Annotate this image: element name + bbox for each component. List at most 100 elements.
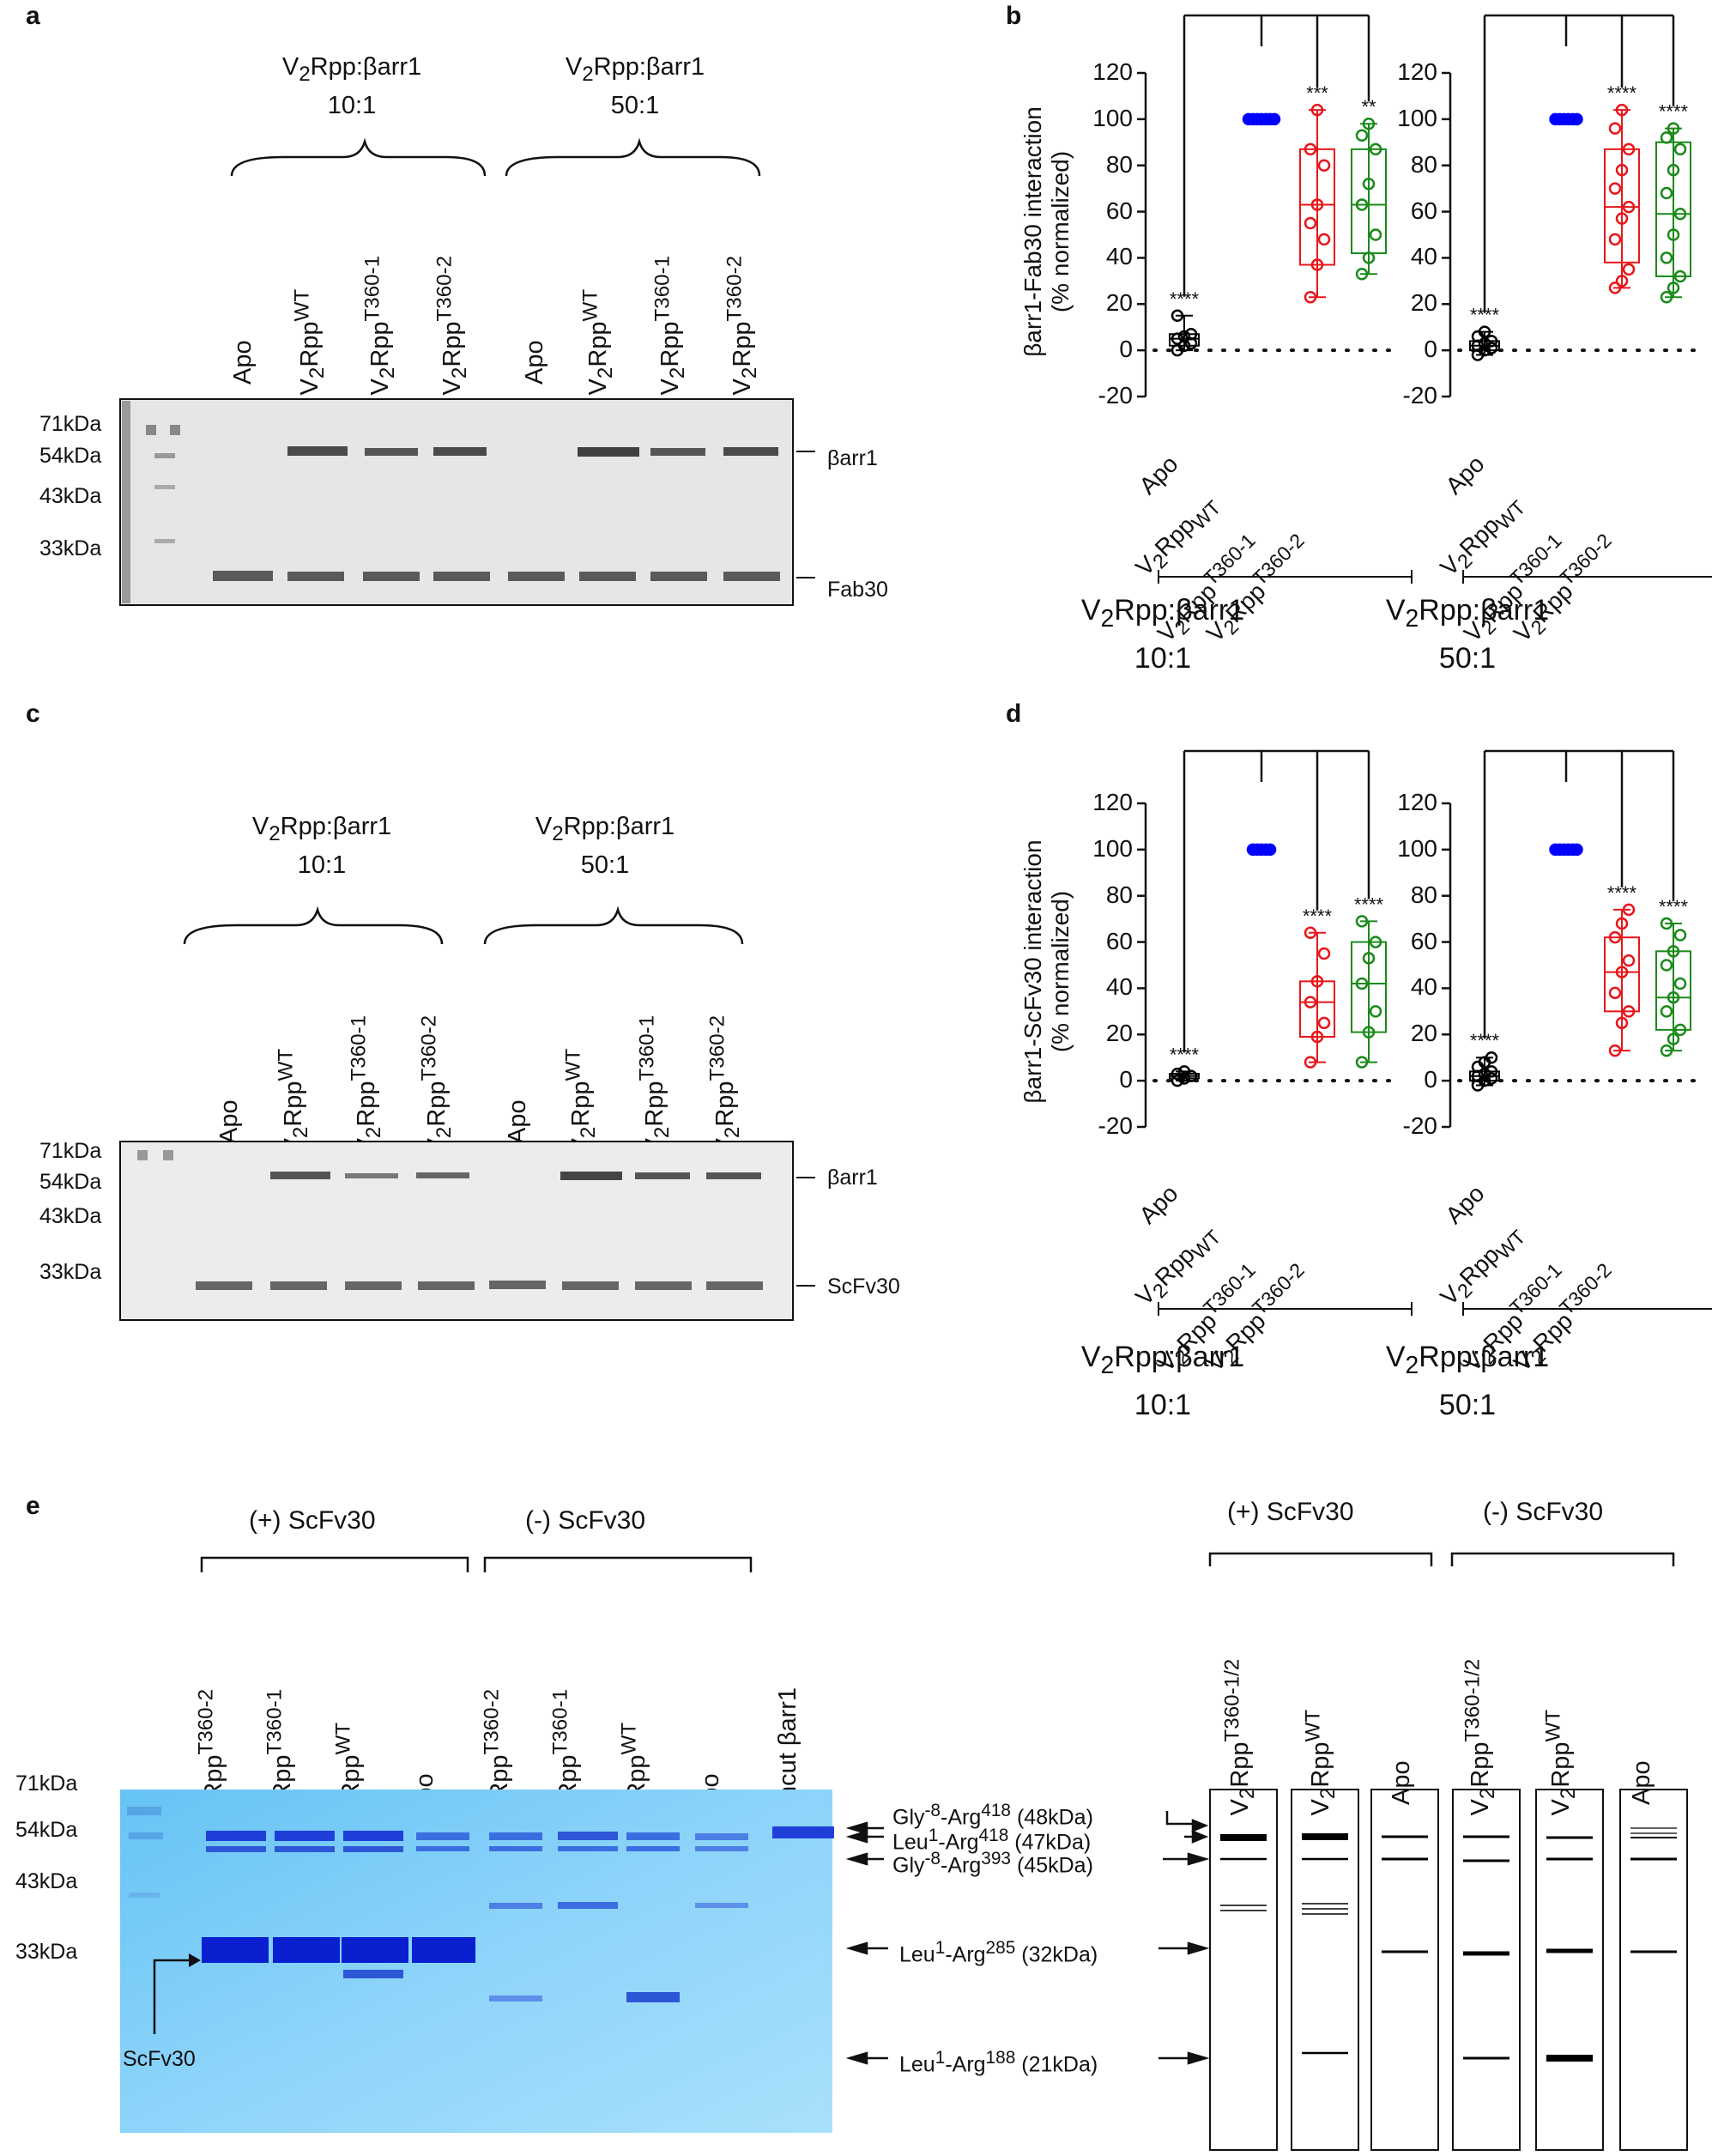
data-point [1673,929,1687,942]
y-tick-label: 40 [1410,973,1437,1001]
schematic-group-minus: (-) ScFv30 [1483,1498,1604,1526]
brackets-a [230,137,761,177]
data-point [1608,986,1622,1000]
y-tick-label: -20 [1098,1112,1133,1139]
data-point [1362,952,1376,965]
panel-label-d: d [1006,699,1022,728]
data-point [1304,290,1317,304]
significance-marker: *** [1306,82,1328,104]
data-point [1317,947,1331,960]
data-point [1171,1067,1184,1081]
band-label-fab30: Fab30 [827,578,888,602]
data-point [1660,251,1673,264]
data-point [1667,163,1680,177]
data-point [1355,915,1369,928]
data-point [1673,1023,1687,1037]
data-point [1310,258,1324,271]
panel-label-a: a [26,2,40,30]
data-point [1369,142,1382,156]
marker-71: 71kDa [15,1771,78,1796]
gel-image-c [119,1141,815,1321]
data-point [1615,163,1629,177]
group-label-minus: (-) ScFv30 [525,1506,646,1535]
data-point [1304,926,1317,940]
data-point [1362,1026,1376,1039]
box-iqr [1604,148,1640,263]
data-point [1615,966,1629,978]
marker-33: 33kDa [15,1940,78,1964]
y-tick-label: 80 [1410,150,1437,178]
data-point [1622,263,1636,276]
data-point [1660,1005,1673,1018]
data-point [1570,843,1583,857]
group-label: V2Rpp:βarr1 50:1 [1385,594,1550,675]
y-tick-label: 0 [1119,1066,1133,1093]
group-label-plus: (+) ScFv30 [249,1506,376,1535]
marker-43: 43kDa [39,1204,102,1228]
marker-33: 33kDa [39,1260,102,1284]
fragment-label: Gly-8-Arg418 (48kDa) [892,1801,1093,1830]
y-tick-label: 0 [1119,336,1133,363]
data-point [1171,332,1184,345]
data-point [1362,251,1376,264]
data-point [1362,117,1376,130]
y-tick-label: 100 [1092,104,1133,131]
group-label: V2Rpp:βarr1 50:1 [1385,1341,1550,1421]
data-point [1317,233,1331,246]
panel-label-e: e [26,1492,40,1520]
data-point [1622,200,1636,214]
y-tick-label: 80 [1105,881,1133,908]
data-point [1310,198,1324,211]
data-point [1369,228,1382,241]
box-iqr [1299,148,1335,266]
y-tick-label: 0 [1424,336,1437,363]
y-tick-label: 0 [1424,1066,1437,1093]
significance-marker: ** [1361,96,1376,118]
data-point [1667,228,1680,241]
y-tick-label: 60 [1105,197,1133,224]
data-point [1615,917,1629,930]
y-tick-label: 60 [1410,927,1437,954]
data-point [1310,975,1324,988]
data-point [1478,336,1491,350]
data-point [1622,903,1636,917]
data-point [1267,112,1281,126]
data-point [1171,1074,1184,1087]
y-tick-label: 60 [1105,927,1133,954]
data-point [1478,325,1491,338]
box-iqr [1604,936,1640,1013]
data-point [1369,936,1382,948]
data-point [1570,112,1583,126]
data-point [1485,1051,1498,1064]
data-point [1660,131,1673,144]
data-point [1608,1044,1622,1057]
marker-33: 33kDa [39,536,102,560]
data-point [1310,103,1324,117]
y-tick-label: 120 [1092,789,1133,815]
data-point [1355,198,1369,211]
data-point [1622,1005,1636,1018]
panel-label-b: b [1006,2,1022,30]
data-point [1660,186,1673,200]
box-plots: ****************************************… [1137,14,1712,1316]
data-point [1369,1005,1382,1018]
data-point [1660,290,1673,304]
data-point [1615,103,1629,117]
condition-label-10to1: V2Rpp:βarr1 10:1 [251,813,392,879]
schematic-group-plus: (+) ScFv30 [1227,1498,1354,1526]
data-point [1667,1033,1680,1045]
marker-54: 54kDa [39,1170,102,1194]
data-point [1667,282,1680,294]
significance-marker: **** [1607,82,1637,104]
y-tick-label: 80 [1410,881,1437,908]
fragment-label: Leu1-Arg188 (21kDa) [899,2048,1098,2077]
data-point [1355,129,1369,142]
significance-marker: **** [1470,1030,1500,1051]
data-point [1673,142,1687,156]
marker-54: 54kDa [15,1818,78,1842]
data-point [1622,142,1636,156]
data-point [1608,282,1622,294]
data-point [1667,945,1680,958]
significance-marker: **** [1659,101,1689,123]
